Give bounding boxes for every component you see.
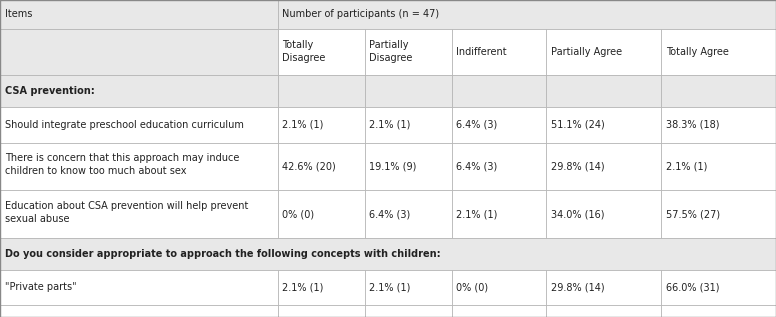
Text: "Private parts": "Private parts" [5,282,76,292]
Bar [0,238,776,270]
Bar [0,0,278,29]
Bar [0,270,278,305]
Text: 0% (0): 0% (0) [456,282,488,292]
Text: 2.1% (1): 2.1% (1) [456,209,497,219]
Bar [0,305,278,317]
Bar [0,75,278,107]
Bar [661,143,776,190]
Bar [365,270,452,305]
Bar [546,270,661,305]
Bar [661,75,776,107]
Text: 29.8% (14): 29.8% (14) [551,161,605,171]
Bar [365,29,452,75]
Text: Should integrate preschool education curriculum: Should integrate preschool education cur… [5,120,244,130]
Bar [452,190,546,238]
Text: There is concern that this approach may induce
children to know too much about s: There is concern that this approach may … [5,153,239,176]
Bar [365,305,452,317]
Bar [0,143,278,190]
Text: 51.1% (24): 51.1% (24) [551,120,605,130]
Bar [452,75,546,107]
Text: 2.1% (1): 2.1% (1) [282,282,324,292]
Text: 6.4% (3): 6.4% (3) [369,209,411,219]
Text: 0% (0): 0% (0) [282,209,314,219]
Bar [0,107,278,143]
Bar [278,143,365,190]
Text: 29.8% (14): 29.8% (14) [551,282,605,292]
Text: Partially Agree: Partially Agree [551,47,622,57]
Bar [661,305,776,317]
Bar [278,29,365,75]
Bar [452,305,546,317]
Bar [452,29,546,75]
Bar [0,190,278,238]
Text: Number of participants (n = 47): Number of participants (n = 47) [282,10,439,19]
Text: 6.4% (3): 6.4% (3) [456,120,497,130]
Bar [546,29,661,75]
Text: 19.1% (9): 19.1% (9) [369,161,417,171]
Bar [278,305,365,317]
Bar [546,75,661,107]
Text: Indifferent: Indifferent [456,47,507,57]
Text: 6.4% (3): 6.4% (3) [456,161,497,171]
Bar [661,107,776,143]
Bar [278,0,776,29]
Bar [452,143,546,190]
Text: 57.5% (27): 57.5% (27) [666,209,720,219]
Bar [452,107,546,143]
Bar [546,305,661,317]
Bar [546,143,661,190]
Text: 34.0% (16): 34.0% (16) [551,209,605,219]
Text: 38.3% (18): 38.3% (18) [666,120,719,130]
Bar [661,190,776,238]
Bar [278,107,365,143]
Bar [452,270,546,305]
Bar [661,29,776,75]
Text: 2.1% (1): 2.1% (1) [666,161,707,171]
Bar [278,75,365,107]
Bar [278,190,365,238]
Text: Items: Items [5,10,32,19]
Text: Partially
Disagree: Partially Disagree [369,40,413,63]
Text: Totally
Disagree: Totally Disagree [282,40,326,63]
Bar [365,107,452,143]
Bar [546,190,661,238]
Text: Do you consider appropriate to approach the following concepts with children:: Do you consider appropriate to approach … [5,249,440,259]
Bar [278,270,365,305]
Text: 66.0% (31): 66.0% (31) [666,282,719,292]
Bar [365,75,452,107]
Text: Totally Agree: Totally Agree [666,47,729,57]
Bar [0,29,278,75]
Bar [661,270,776,305]
Text: 2.1% (1): 2.1% (1) [282,120,324,130]
Text: 2.1% (1): 2.1% (1) [369,282,411,292]
Bar [365,190,452,238]
Text: 42.6% (20): 42.6% (20) [282,161,336,171]
Text: 2.1% (1): 2.1% (1) [369,120,411,130]
Text: CSA prevention:: CSA prevention: [5,86,95,96]
Text: Education about CSA prevention will help prevent
sexual abuse: Education about CSA prevention will help… [5,201,248,224]
Bar [546,107,661,143]
Bar [365,143,452,190]
